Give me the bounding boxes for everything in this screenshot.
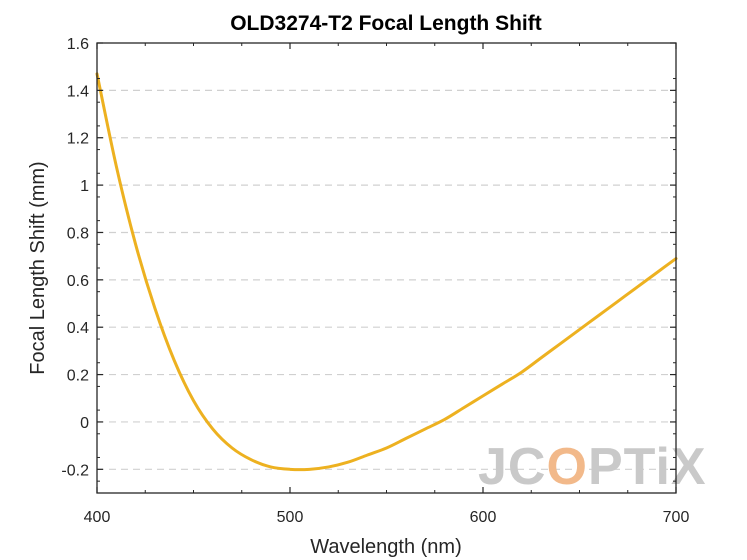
watermark-part: JC (478, 438, 546, 496)
x-tick-label: 700 (663, 509, 690, 526)
y-tick-label: 0.2 (67, 368, 89, 385)
grid-lines (97, 89, 676, 470)
y-tick-label: 0.6 (67, 273, 89, 290)
y-tick-label: 0.4 (67, 320, 89, 337)
y-tick-label: 0.8 (67, 225, 89, 242)
y-tick-label: 1 (80, 178, 89, 195)
series-line (95, 72, 678, 472)
x-axis-label: Wavelength (nm) (310, 536, 462, 558)
watermark-text: JCOPTiX (478, 438, 707, 496)
chart-title: OLD3274-T2 Focal Length Shift (230, 12, 542, 35)
y-tick-label: 0 (80, 415, 89, 432)
y-tick-label: 1.2 (67, 131, 89, 148)
watermark-accent-part: O (546, 438, 587, 496)
y-tick-label: 1.4 (67, 83, 89, 100)
y-tick-label: 1.6 (67, 36, 89, 53)
x-tick-label: 500 (277, 509, 304, 526)
series-layer (95, 72, 678, 472)
x-tick-label: 600 (470, 509, 497, 526)
y-axis-label: Focal Length Shift (mm) (27, 161, 49, 374)
ticks: -0.2 0 0.2 0.4 0.6 0.8 1 1.2 1.4 1.6 400 500 600 700 (61, 36, 689, 526)
plot-area (97, 43, 676, 493)
watermark-logo: JCOPTiX (478, 438, 707, 496)
y-tick-label: -0.2 (61, 462, 89, 479)
watermark-part: PTiX (588, 438, 707, 496)
x-tick-label: 400 (84, 509, 111, 526)
